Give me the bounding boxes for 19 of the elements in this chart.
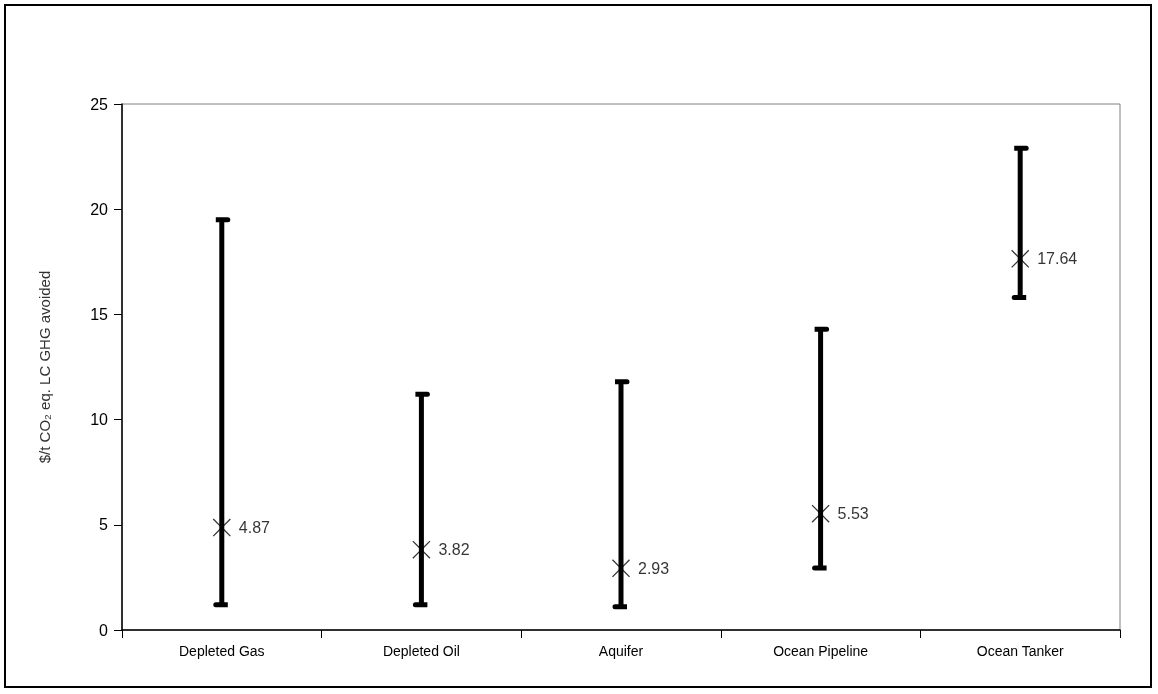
y-tick-label: 25 bbox=[90, 95, 109, 113]
x-tick-label: Ocean Pipeline bbox=[773, 643, 869, 659]
x-tick-label: Aquifer bbox=[598, 643, 644, 659]
data-label: 5.53 bbox=[837, 505, 869, 523]
y-tick-label: 15 bbox=[90, 305, 109, 323]
y-tick-label: 10 bbox=[90, 411, 109, 429]
point bbox=[612, 559, 630, 578]
point bbox=[212, 518, 231, 537]
y-tick-label: 0 bbox=[99, 621, 109, 639]
x-tick-label: Depleted Gas bbox=[179, 643, 265, 659]
x-tick-label: Ocean Tanker bbox=[976, 643, 1064, 659]
data-label: 4.87 bbox=[238, 519, 271, 537]
x-tick-label: Depleted Oil bbox=[382, 643, 460, 659]
y-axis-title: $/t CO₂ eq. LC GHG avoided bbox=[36, 270, 53, 464]
data-label: 17.64 bbox=[1037, 250, 1078, 268]
y-tick-label: 20 bbox=[90, 200, 109, 218]
data-label: 3.82 bbox=[438, 541, 470, 559]
y-tick-label: 5 bbox=[99, 516, 109, 534]
data-label: 2.93 bbox=[638, 559, 670, 577]
